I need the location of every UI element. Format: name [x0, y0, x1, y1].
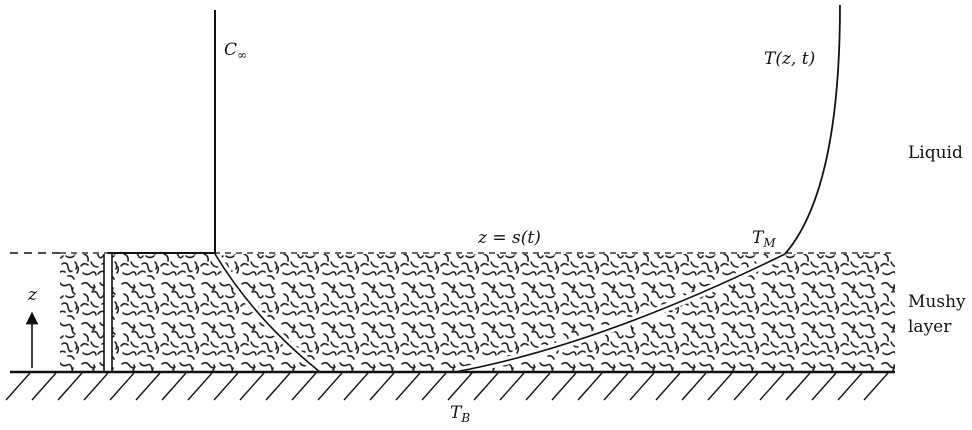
hatch-line: [239, 372, 265, 401]
temperature-label: T(z, t): [764, 49, 815, 69]
hatch-line: [83, 372, 109, 401]
hatch-line: [187, 372, 213, 401]
hatch-line: [31, 372, 57, 401]
hatch-line: [759, 372, 785, 401]
hatch-line: [395, 372, 421, 401]
hatch-line: [863, 372, 889, 401]
t-b-label: TB: [450, 403, 470, 425]
layer-label: layer: [908, 317, 952, 337]
hatch-line: [681, 372, 707, 401]
liquid-label: Liquid: [908, 143, 963, 163]
z-label: z: [27, 285, 38, 305]
hatch-line: [655, 372, 681, 401]
hatch-line: [317, 372, 343, 401]
hatch-line: [109, 372, 135, 401]
hatch-line: [369, 372, 395, 401]
hatch-line: [577, 372, 603, 401]
hatch-line: [837, 372, 863, 401]
hatch-line: [213, 372, 239, 401]
base-hatching: [5, 372, 889, 401]
t-m-label: TM: [752, 228, 776, 250]
temperature-curve-mushy: [454, 253, 786, 373]
hatch-line: [447, 372, 473, 401]
hatch-line: [811, 372, 837, 401]
interface-label: z = s(t): [477, 228, 541, 248]
concentration-profile: [108, 10, 216, 254]
hatch-line: [265, 372, 291, 401]
hatch-line: [343, 372, 369, 401]
liquidus-curve: [214, 253, 321, 373]
mushy-label: Mushy: [908, 292, 966, 312]
hatch-line: [135, 372, 161, 401]
hatch-line: [161, 372, 187, 401]
hatch-line: [785, 372, 811, 401]
hatch-line: [707, 372, 733, 401]
hatch-line: [473, 372, 499, 401]
hatch-line: [733, 372, 759, 401]
hatch-line: [603, 372, 629, 401]
hatch-line: [551, 372, 577, 401]
hatch-line: [5, 372, 31, 401]
temperature-curve: [784, 4, 841, 255]
hatch-line: [629, 372, 655, 401]
hatch-line: [525, 372, 551, 401]
hatch-line: [421, 372, 447, 401]
mushy-texture: [60, 254, 895, 372]
c-infinity-label: C∞: [224, 40, 247, 62]
hatch-line: [57, 372, 83, 401]
hatch-line: [499, 372, 525, 401]
hatch-line: [291, 372, 317, 401]
